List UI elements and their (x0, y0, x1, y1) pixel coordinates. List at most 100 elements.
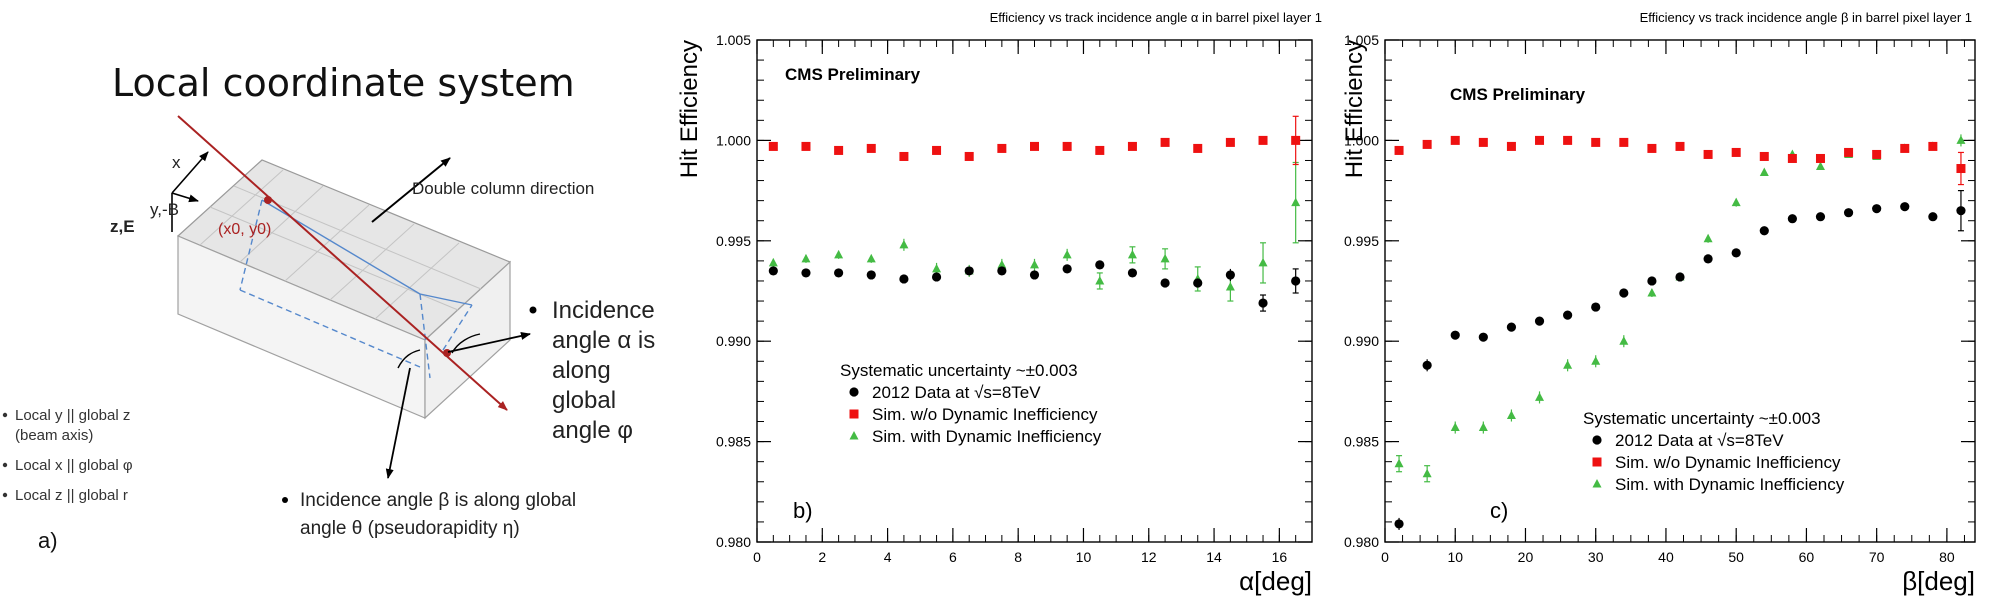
alpha-bullet (529, 306, 537, 314)
data-point (899, 151, 909, 161)
data-point (1534, 316, 1545, 326)
x-tick-label: 16 (1272, 549, 1288, 565)
legend-entry: Sim. with Dynamic Inefficiency (872, 427, 1102, 446)
data-point (997, 143, 1007, 153)
data-point (1258, 298, 1268, 308)
data-point (1478, 332, 1488, 342)
data-point (1193, 143, 1203, 153)
data-point (1787, 149, 1797, 158)
data-point (899, 239, 909, 249)
beta-arrow (385, 367, 411, 479)
data-point (1844, 149, 1854, 158)
panel-label: c) (1490, 498, 1508, 523)
data-point (1872, 204, 1882, 214)
beta-arc (397, 349, 421, 369)
data-point (1815, 212, 1826, 222)
y-tick-label: 1.000 (1344, 132, 1379, 148)
x-tick-label: 4 (884, 549, 892, 565)
legend-entry: Sim. w/o Dynamic Inefficiency (872, 405, 1098, 424)
plot-frame (756, 39, 1313, 543)
data-point (1193, 278, 1203, 288)
data-point (834, 145, 844, 155)
coordinate-diagram: Local coordinate system x y,-B z,E (2, 61, 655, 553)
data-point (1535, 135, 1545, 145)
beta-note: Incidence angle β is along global angle … (300, 490, 581, 539)
data-point (1095, 260, 1105, 270)
point-label: (x0, y0) (218, 221, 271, 238)
data-point (1928, 141, 1938, 151)
legend-entry: 2012 Data at √s=8TeV (872, 383, 1041, 402)
data-point (1647, 288, 1657, 297)
data-point (1900, 143, 1910, 153)
data-point (1731, 147, 1741, 157)
data-point (1872, 149, 1882, 159)
data-point (1394, 458, 1404, 468)
data-point (1619, 336, 1629, 345)
data-point (1506, 410, 1516, 419)
x-tick-label: 20 (1518, 549, 1534, 565)
alpha-arrow (447, 332, 531, 353)
data-point (1193, 273, 1203, 283)
data-point (1563, 360, 1573, 369)
data-point (1394, 519, 1404, 529)
data-point (1928, 212, 1938, 222)
bullet-list: Local y || global z (beam axis) Local x … (2, 407, 133, 504)
x-tick-label: 10 (1447, 549, 1463, 565)
double-column-arrow (371, 157, 451, 223)
alpha-note-line: angle α is (552, 327, 655, 354)
x-tick-label: 60 (1799, 549, 1815, 565)
data-point (1619, 288, 1629, 298)
bullet-text: Local z || global r (15, 487, 128, 504)
alpha-note-line: angle φ (552, 417, 633, 444)
data-point (1450, 135, 1460, 145)
data-point (1956, 206, 1966, 216)
bullet-text: (beam axis) (15, 427, 93, 444)
data-point (1900, 143, 1910, 152)
data-point (801, 268, 811, 278)
data-point (1030, 141, 1039, 151)
y-tick-label: 0.990 (1344, 333, 1379, 349)
x-tick-label: 6 (949, 549, 957, 565)
x-tick-label: 80 (1939, 549, 1955, 565)
data-point (1843, 208, 1854, 218)
axis-x-label: x (172, 153, 181, 172)
exit-point (443, 349, 451, 357)
data-point (1160, 278, 1170, 288)
data-point (834, 249, 844, 259)
y-tick-label: 0.980 (716, 534, 751, 550)
data-point (834, 268, 844, 278)
bullet-text: Local x || global φ (15, 457, 133, 474)
data-point (1787, 153, 1797, 163)
y-tick-label: 0.995 (1344, 233, 1379, 249)
data-point (1127, 141, 1137, 151)
legend-marker (1592, 435, 1602, 445)
data-point (1225, 270, 1235, 280)
data-point (1062, 264, 1072, 274)
data-point (1225, 281, 1235, 291)
cms-tag: CMS Preliminary (1450, 85, 1586, 104)
data-point (1928, 141, 1938, 150)
data-point (1815, 153, 1825, 163)
y-tick-label: 1.005 (1344, 32, 1379, 48)
data-point (997, 259, 1007, 269)
data-point (932, 145, 942, 155)
data-point (1872, 151, 1882, 160)
data-point (768, 257, 778, 267)
alpha-note-line: global (552, 387, 616, 414)
sensor-box (176, 159, 512, 420)
panel-label-a: a) (38, 528, 58, 553)
legend-marker (1592, 479, 1602, 488)
data-point (1062, 249, 1072, 259)
data-point (1394, 145, 1404, 155)
x-tick-label: 70 (1869, 549, 1885, 565)
y-tick-label: 0.985 (716, 434, 751, 450)
data-point (1095, 145, 1105, 155)
data-point (801, 141, 811, 151)
legend-entry: Sim. with Dynamic Inefficiency (1615, 475, 1845, 494)
data-point (1703, 149, 1713, 159)
data-point (1675, 272, 1685, 282)
data-point (1647, 276, 1657, 286)
data-point (1759, 226, 1769, 236)
data-point (1647, 143, 1657, 153)
data-point (1731, 248, 1741, 258)
